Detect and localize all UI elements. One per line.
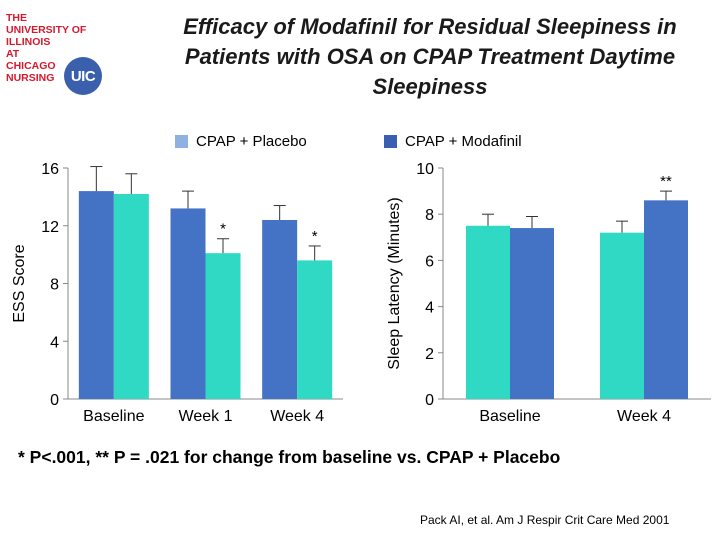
bar (170, 208, 206, 399)
significance-marker: * (312, 228, 318, 245)
legend-swatch-placebo (175, 134, 188, 148)
y-tick-label: 6 (425, 253, 434, 270)
university-logo: THE UNIVERSITY OF ILLINOIS AT CHICAGO NU… (6, 12, 136, 102)
uic-badge: UIC (64, 57, 102, 95)
logo-text: THE UNIVERSITY OF ILLINOIS AT CHICAGO NU… (6, 12, 86, 84)
bar (510, 228, 554, 399)
bar (205, 253, 241, 399)
bar (600, 232, 644, 399)
bar (262, 219, 298, 399)
y-tick-label: 8 (50, 277, 59, 294)
bar (297, 260, 333, 399)
significance-marker: ** (660, 173, 672, 190)
x-tick-label: Week 4 (270, 408, 324, 425)
y-tick-label: 4 (425, 300, 434, 317)
logo-line: CHICAGO (6, 60, 56, 72)
title-line-1: Efficacy of Modafinil for Residual Sleep… (183, 14, 677, 39)
y-tick-label: 4 (50, 334, 59, 351)
bar (113, 193, 149, 399)
logo-line: NURSING (6, 72, 55, 84)
logo-line: AT (6, 48, 20, 60)
y-axis-title: Sleep Latency (Minutes) (386, 197, 403, 370)
significance-footnote: * P<.001, ** P = .021 for change from ba… (18, 447, 561, 467)
x-tick-label: Week 4 (617, 408, 671, 425)
logo-line: ILLINOIS (6, 36, 51, 48)
bar (78, 191, 114, 399)
y-tick-label: 0 (425, 392, 434, 409)
y-axis-title: ESS Score (11, 244, 28, 322)
bar (466, 225, 510, 399)
citation: Pack AI, et al. Am J Respir Crit Care Me… (420, 513, 670, 527)
slide-title: Efficacy of Modafinil for Residual Sleep… (150, 12, 710, 102)
legend-label-modafinil: CPAP + Modafinil (405, 132, 522, 150)
legend-swatch-modafinil (384, 134, 397, 148)
legend-label-placebo: CPAP + Placebo (196, 132, 307, 150)
significance-marker: * (220, 221, 226, 238)
y-tick-label: 8 (425, 207, 434, 224)
bar (644, 200, 688, 399)
y-tick-label: 0 (50, 392, 59, 409)
title-line-2: Patients with OSA on CPAP Treatment Dayt… (184, 44, 676, 69)
y-tick-label: 2 (425, 346, 434, 363)
y-tick-label: 16 (41, 161, 59, 178)
y-tick-label: 12 (41, 219, 59, 236)
x-tick-label: Week 1 (179, 408, 233, 425)
logo-line: THE (6, 12, 27, 24)
y-tick-label: 10 (416, 161, 434, 178)
legend-item-modafinil: CPAP + Modafinil (384, 131, 522, 151)
x-tick-label: Baseline (479, 408, 540, 425)
x-tick-label: Baseline (83, 408, 144, 425)
logo-line: UNIVERSITY OF (6, 24, 87, 36)
legend-item-placebo: CPAP + Placebo (175, 131, 307, 151)
title-line-3: Sleepiness (372, 74, 488, 99)
